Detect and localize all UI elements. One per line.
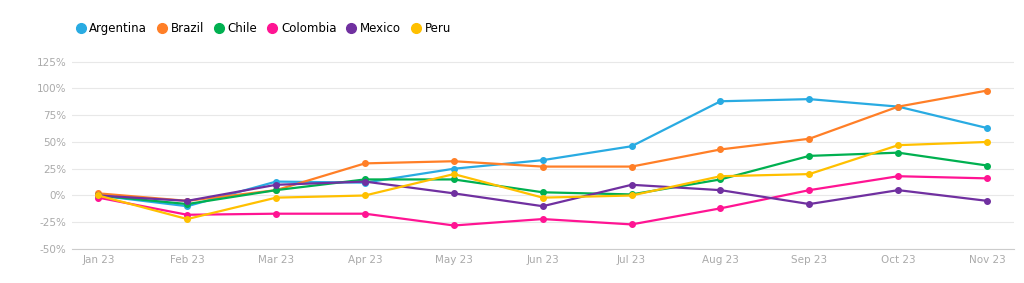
Mexico [181,199,194,203]
Peru [715,175,727,178]
Chile [181,202,194,206]
Argentina [92,194,104,197]
Argentina [715,100,727,103]
Peru [92,194,104,197]
Brazil [892,105,904,108]
Chile [92,194,104,197]
Argentina [626,145,638,148]
Brazil [803,137,815,140]
Chile [447,178,460,181]
Colombia [537,217,549,221]
Colombia [803,188,815,192]
Chile [358,178,371,181]
Colombia [181,213,194,216]
Mexico [626,183,638,186]
Peru [358,194,371,197]
Line: Mexico: Mexico [95,179,990,209]
Argentina [892,105,904,108]
Peru [803,172,815,176]
Colombia [92,196,104,199]
Colombia [981,177,993,180]
Brazil [447,160,460,163]
Peru [981,140,993,144]
Brazil [626,165,638,168]
Argentina [270,180,283,183]
Chile [892,151,904,154]
Line: Brazil: Brazil [95,88,990,204]
Mexico [447,192,460,195]
Colombia [626,223,638,226]
Brazil [181,199,194,203]
Mexico [981,199,993,203]
Brazil [358,162,371,165]
Mexico [715,188,727,192]
Brazil [537,165,549,168]
Chile [270,188,283,192]
Peru [892,143,904,147]
Mexico [892,188,904,192]
Peru [181,217,194,221]
Colombia [892,175,904,178]
Legend: Argentina, Brazil, Chile, Colombia, Mexico, Peru: Argentina, Brazil, Chile, Colombia, Mexi… [78,22,452,35]
Argentina [181,205,194,208]
Peru [447,172,460,176]
Argentina [537,158,549,162]
Peru [270,196,283,199]
Colombia [715,207,727,210]
Line: Argentina: Argentina [95,96,990,209]
Argentina [803,97,815,101]
Chile [626,193,638,196]
Line: Chile: Chile [95,150,990,207]
Colombia [358,212,371,215]
Peru [537,196,549,199]
Brazil [92,192,104,195]
Brazil [981,89,993,92]
Peru [626,194,638,197]
Mexico [803,202,815,206]
Colombia [270,212,283,215]
Line: Colombia: Colombia [95,173,990,228]
Chile [981,164,993,167]
Mexico [92,194,104,197]
Mexico [537,205,549,208]
Mexico [358,180,371,183]
Line: Peru: Peru [95,139,990,222]
Mexico [270,183,283,186]
Chile [715,178,727,181]
Argentina [981,126,993,130]
Argentina [447,167,460,170]
Chile [537,190,549,194]
Brazil [715,148,727,151]
Colombia [447,224,460,227]
Brazil [270,188,283,192]
Chile [803,154,815,158]
Argentina [358,181,371,184]
